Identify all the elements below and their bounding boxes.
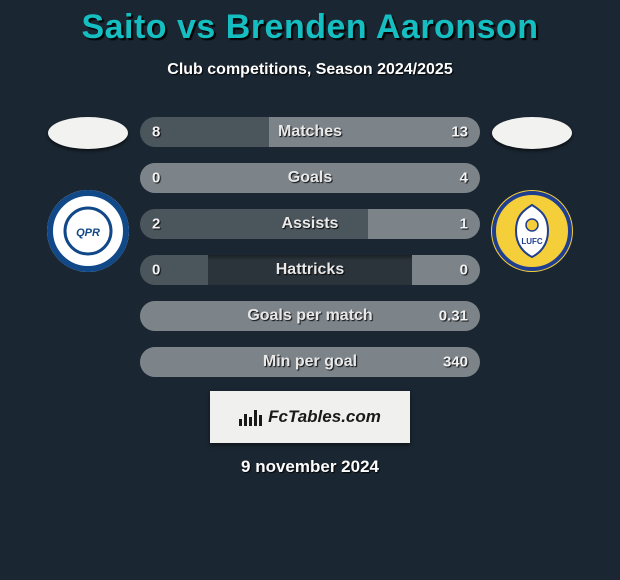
stat-label: Min per goal — [140, 353, 480, 371]
leeds-crest-icon: LUFC — [490, 189, 574, 273]
player-right-column: LUFC — [480, 117, 584, 273]
svg-text:LUFC: LUFC — [521, 237, 543, 246]
player-left-column: QPR — [36, 117, 140, 273]
club-badge-left: QPR — [46, 189, 130, 273]
stat-row: 04Goals — [140, 163, 480, 193]
brand-text: FcTables.com — [268, 407, 381, 427]
stat-label: Assists — [140, 215, 480, 233]
stat-row: 21Assists — [140, 209, 480, 239]
qpr-crest-icon: QPR — [46, 189, 130, 273]
svg-text:QPR: QPR — [76, 227, 100, 239]
subtitle: Club competitions, Season 2024/2025 — [0, 61, 620, 79]
stat-label: Goals — [140, 169, 480, 187]
stats-bars: 813Matches 04Goals 21Assists 00Hattricks 0.3… — [140, 117, 480, 377]
stat-label: Hattricks — [140, 261, 480, 279]
stat-row: 0.31Goals per match — [140, 301, 480, 331]
stat-row: 340Min per goal — [140, 347, 480, 377]
stat-row: 00Hattricks — [140, 255, 480, 285]
brand-box[interactable]: FcTables.com — [210, 391, 410, 443]
stat-row: 813Matches — [140, 117, 480, 147]
page-title: Saito vs Brenden Aaronson — [0, 0, 620, 47]
comparison-row: QPR 813Matches 04Goals 21Assists 00Hattrick… — [0, 117, 620, 377]
chart-icon — [239, 408, 262, 426]
stat-label: Goals per match — [140, 307, 480, 325]
player-right-avatar — [492, 117, 572, 149]
stat-label: Matches — [140, 123, 480, 141]
date-line: 9 november 2024 — [0, 457, 620, 477]
player-left-avatar — [48, 117, 128, 149]
club-badge-right: LUFC — [490, 189, 574, 273]
